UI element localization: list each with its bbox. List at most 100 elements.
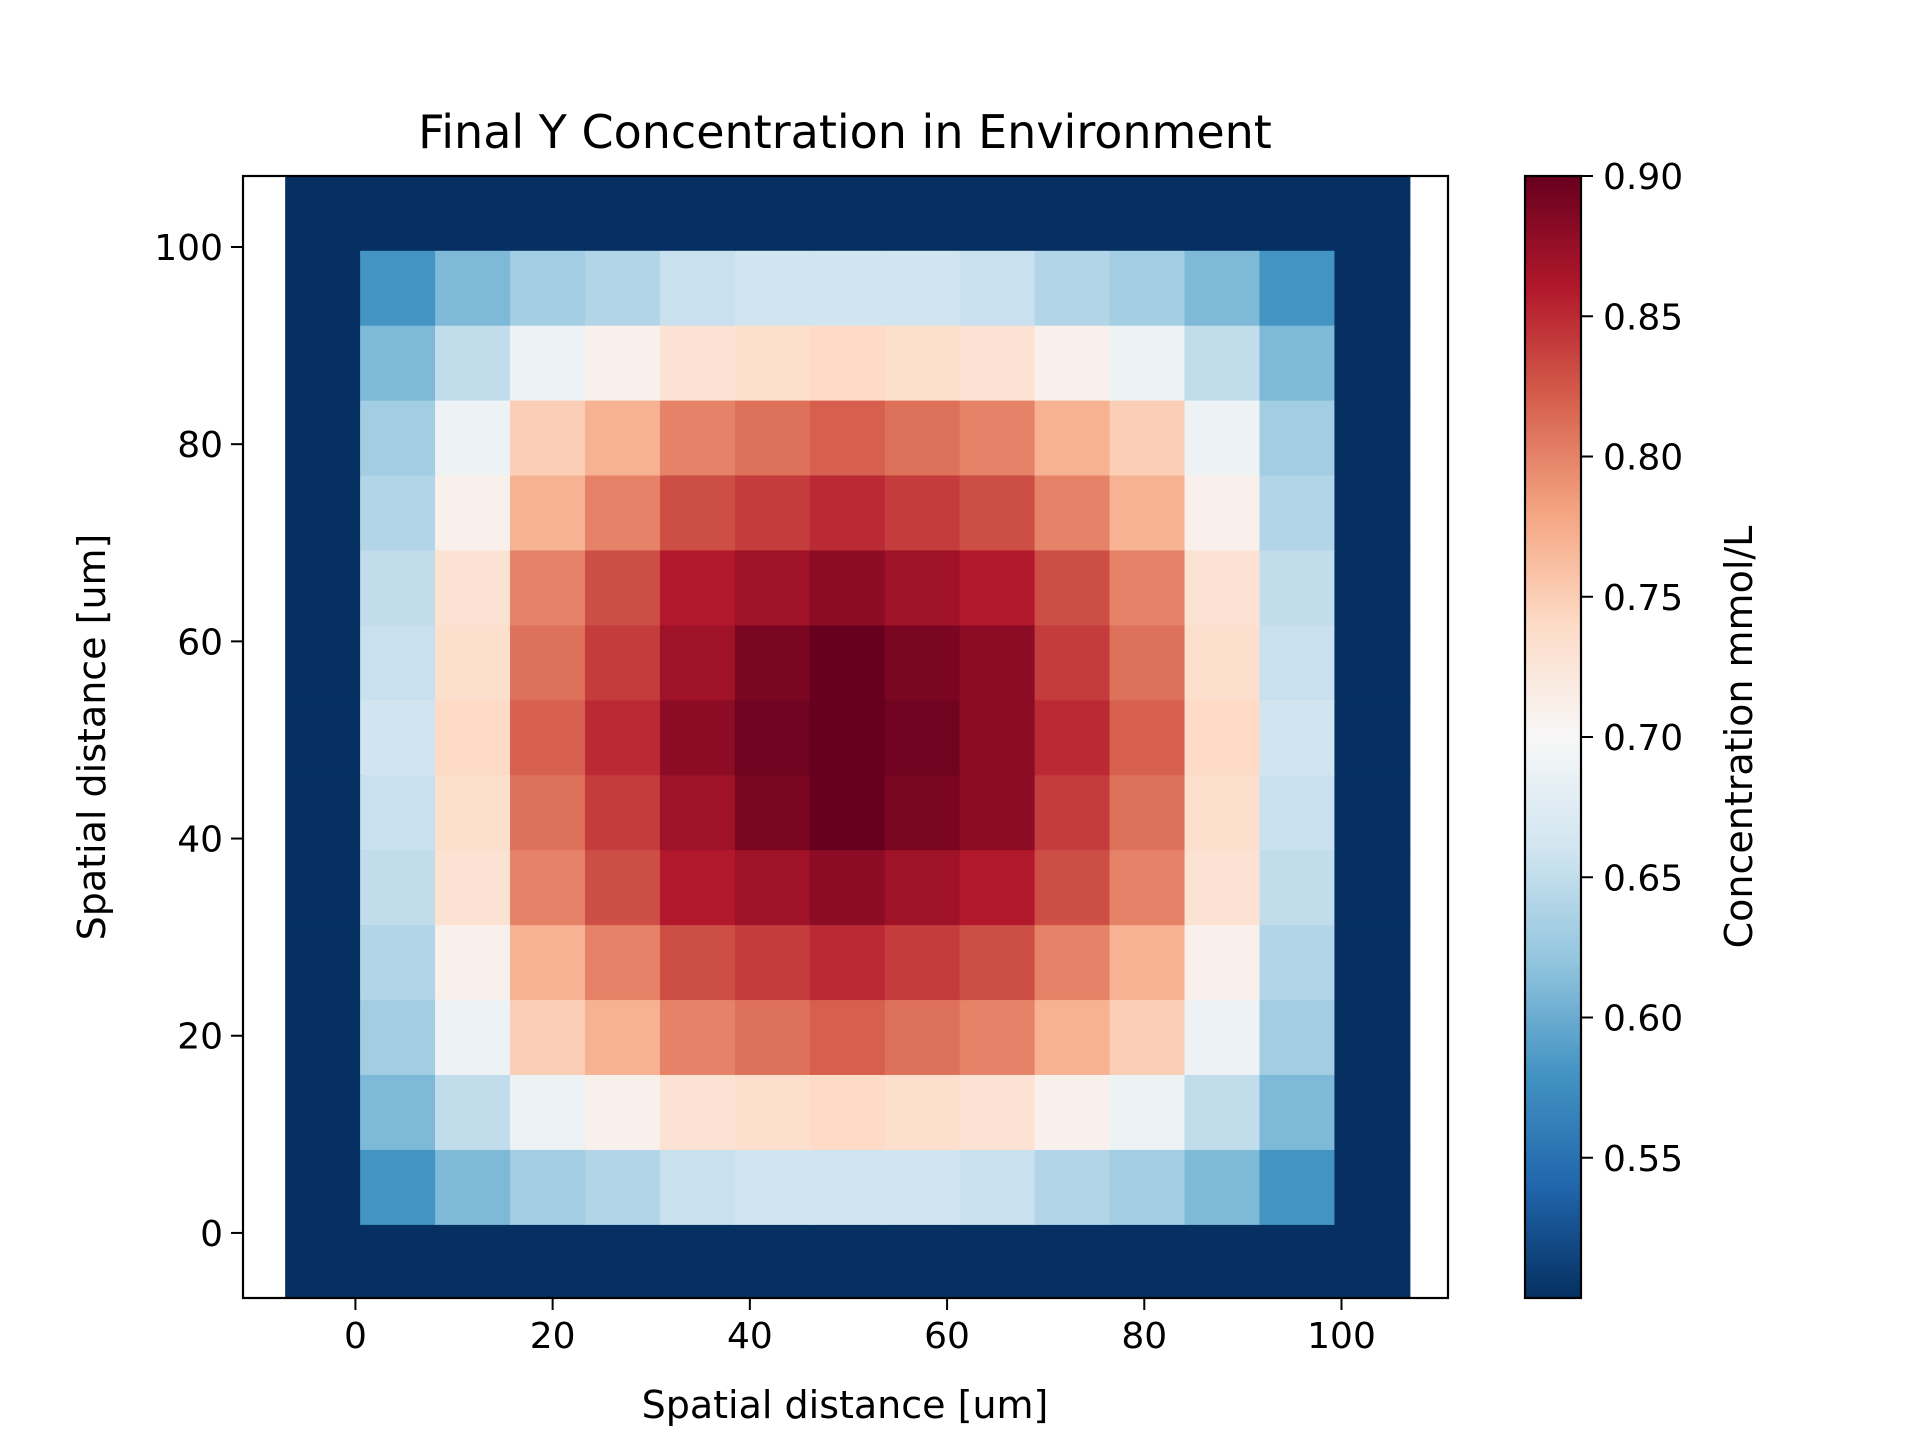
- heatmap-cell: [435, 175, 512, 251]
- heatmap-cell: [959, 774, 1036, 851]
- heatmap-cell: [1109, 1073, 1186, 1150]
- heatmap-cell: [1034, 249, 1111, 326]
- heatmap-cell: [1334, 175, 1411, 251]
- heatmap-cell: [584, 324, 661, 401]
- x-tick-label: 0: [344, 1316, 367, 1357]
- heatmap-cell: [809, 324, 886, 401]
- y-tick-label: 80: [177, 425, 223, 466]
- heatmap-cell: [510, 1148, 586, 1225]
- heatmap-cell: [584, 249, 661, 326]
- colorbar-label: Concentration mmol/L: [1717, 526, 1761, 949]
- heatmap-cell: [959, 999, 1036, 1075]
- heatmap-cell: [884, 549, 961, 626]
- y-tick-label: 0: [200, 1214, 223, 1255]
- heatmap-cell: [510, 1073, 586, 1150]
- heatmap-cell: [884, 324, 961, 401]
- heatmap-cell: [809, 1148, 886, 1225]
- heatmap-cell: [285, 175, 362, 251]
- heatmap-cell: [884, 624, 961, 701]
- heatmap-cell: [1034, 624, 1111, 701]
- heatmap-cell: [1334, 1148, 1411, 1225]
- x-axis-label: Spatial distance [um]: [642, 1383, 1049, 1427]
- heatmap-cell: [285, 549, 362, 626]
- x-axis: 0 20 40 60 80 100: [344, 1298, 1376, 1357]
- heatmap-cell: [435, 774, 512, 851]
- heatmap-cell: [659, 1223, 736, 1299]
- heatmap-cell: [1034, 549, 1111, 626]
- heatmap-cell: [884, 249, 961, 326]
- heatmap-cell: [1334, 474, 1411, 551]
- heatmap-cell: [360, 1148, 437, 1225]
- heatmap-cell: [584, 624, 661, 701]
- chart-title: Final Y Concentration in Environment: [418, 105, 1272, 159]
- heatmap-cell: [884, 924, 961, 1001]
- heatmap-cell: [734, 924, 811, 1001]
- heatmap-cell: [584, 474, 661, 551]
- heatmap-cell: [1184, 324, 1261, 401]
- heatmap-cell: [435, 699, 512, 776]
- heatmap-cell: [884, 1073, 961, 1150]
- heatmap-cell: [1109, 774, 1186, 851]
- heatmap-cell: [959, 175, 1036, 251]
- heatmap-cell: [659, 549, 736, 626]
- heatmap-cell: [1034, 324, 1111, 401]
- y-tick-label: 40: [177, 820, 223, 861]
- heatmap-cell: [734, 999, 811, 1075]
- heatmap-cell: [1109, 849, 1186, 926]
- heatmap-cell: [285, 624, 362, 701]
- heatmap-cell: [285, 399, 362, 476]
- heatmap-cell: [809, 474, 886, 551]
- heatmap-cell: [510, 849, 586, 926]
- heatmap-cell: [1184, 1223, 1261, 1299]
- heatmap-cell: [435, 1148, 512, 1225]
- colorbar-axis: 0.55 0.60 0.65 0.70 0.75 0.80 0.85 0.90: [1581, 157, 1683, 1180]
- heatmap-cell: [1109, 474, 1186, 551]
- heatmap-cell: [959, 549, 1036, 626]
- heatmap-cell: [734, 175, 811, 251]
- heatmap-cell: [1259, 1073, 1336, 1150]
- heatmap-cell: [510, 1223, 586, 1299]
- heatmap-cell: [285, 699, 362, 776]
- heatmap-cell: [360, 175, 437, 251]
- heatmap-cell: [659, 175, 736, 251]
- heatmap-cell: [1184, 699, 1261, 776]
- heatmap-cell: [659, 924, 736, 1001]
- heatmap-cell: [1109, 624, 1186, 701]
- heatmap-cell: [809, 249, 886, 326]
- heatmap-cell: [959, 399, 1036, 476]
- heatmap-cell: [584, 774, 661, 851]
- heatmap-cell: [959, 624, 1036, 701]
- heatmap-cell: [959, 849, 1036, 926]
- heatmap-cell: [809, 399, 886, 476]
- heatmap-cell: [435, 849, 512, 926]
- heatmap-cell: [1109, 175, 1186, 251]
- heatmap-cell: [435, 999, 512, 1075]
- heatmap-cell: [1034, 999, 1111, 1075]
- heatmap-cell: [734, 774, 811, 851]
- y-tick-label: 20: [177, 1017, 223, 1058]
- heatmap-cell: [1259, 1223, 1336, 1299]
- heatmap-cell: [884, 399, 961, 476]
- heatmap-cell: [884, 699, 961, 776]
- heatmap-cell: [285, 999, 362, 1075]
- heatmap-cell: [1034, 1223, 1111, 1299]
- heatmap-cell: [659, 699, 736, 776]
- heatmap-cell: [1109, 924, 1186, 1001]
- heatmap-cell: [1259, 549, 1336, 626]
- heatmap-cell: [360, 624, 437, 701]
- heatmap-cell: [959, 1148, 1036, 1225]
- y-axis-label: Spatial distance [um]: [70, 534, 114, 941]
- heatmap-cell: [884, 175, 961, 251]
- heatmap-cell: [1109, 999, 1186, 1075]
- heatmap-cell: [959, 924, 1036, 1001]
- x-tick-label: 60: [924, 1316, 970, 1357]
- colorbar-tick-label: 0.85: [1603, 297, 1683, 338]
- heatmap-cell: [360, 324, 437, 401]
- heatmap-cell: [285, 1148, 362, 1225]
- heatmap-cell: [959, 474, 1036, 551]
- heatmap-cell: [659, 624, 736, 701]
- heatmap-cell: [809, 699, 886, 776]
- heatmap-cell: [360, 474, 437, 551]
- heatmap-cell: [285, 249, 362, 326]
